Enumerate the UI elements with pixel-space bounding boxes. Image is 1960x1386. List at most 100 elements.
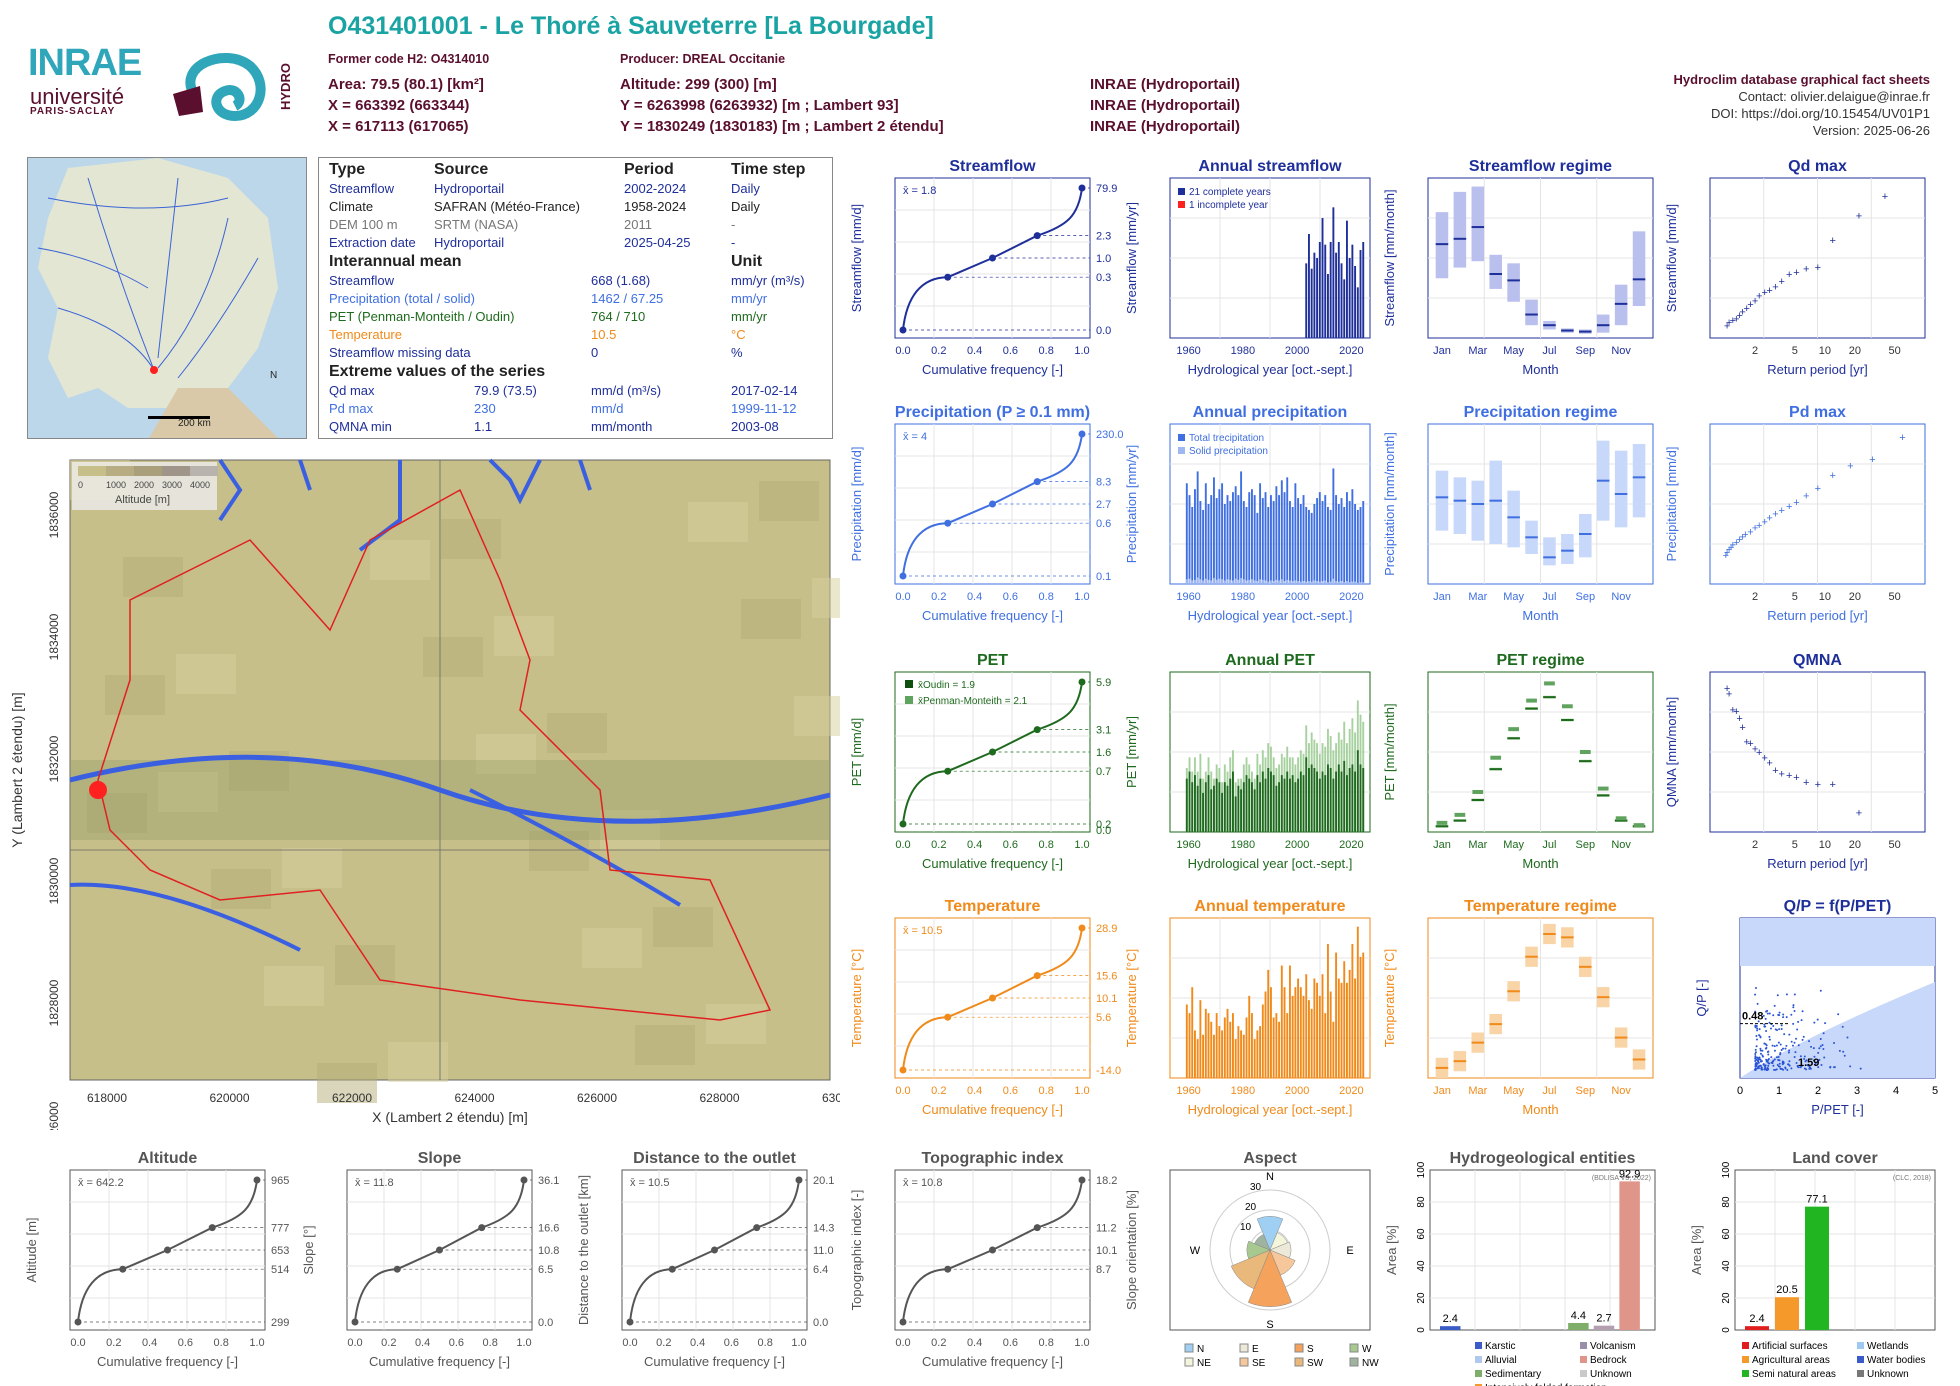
bar — [1348, 501, 1351, 584]
right-tick: -14.0 — [1096, 1065, 1121, 1077]
scatter-point — [1780, 1049, 1783, 1052]
scatter-point — [1759, 1058, 1762, 1061]
x-tick: 0.4 — [967, 591, 982, 603]
bar — [1188, 771, 1191, 832]
bar-label: 4.4 — [1571, 1310, 1586, 1322]
scatter-point — [1803, 1067, 1806, 1070]
x-tick: 0 — [1737, 1085, 1743, 1097]
bar — [1351, 244, 1354, 338]
x-tick: 0.8 — [1039, 345, 1054, 357]
data-point: + — [1762, 752, 1768, 764]
regime-box — [1614, 450, 1628, 528]
scatter-point — [1813, 1021, 1816, 1024]
bar-solid — [1232, 580, 1234, 584]
scatter-point — [1819, 1037, 1822, 1040]
x-tick: 0.8 — [1039, 1337, 1054, 1349]
x-tick: 0.8 — [758, 1337, 773, 1349]
scatter-point — [1784, 1067, 1787, 1070]
bar — [1215, 1013, 1218, 1078]
legend-swatch — [1178, 188, 1185, 195]
bar — [1362, 952, 1365, 1078]
bar — [1299, 504, 1302, 584]
x-tick: 2020 — [1339, 839, 1363, 851]
river-line — [177, 257, 259, 379]
scatter-point — [1772, 1014, 1775, 1017]
x-tick: 0.2 — [931, 839, 946, 851]
bar — [1210, 495, 1213, 584]
y-tick: 20 — [1416, 1292, 1427, 1304]
x-tick: 0.6 — [1003, 839, 1018, 851]
data-point: + — [1728, 542, 1734, 554]
chart-title: Pd max — [1789, 404, 1846, 421]
bar — [1359, 506, 1362, 584]
rose-tick: 20 — [1245, 1202, 1257, 1213]
inrae-logo: INRAE — [28, 42, 142, 84]
legend-label: Total trecipitation — [1189, 433, 1264, 444]
legend-tick: 2000 — [134, 480, 154, 490]
cdf-line — [902, 433, 1083, 577]
river-line — [218, 458, 592, 552]
bar — [1267, 969, 1270, 1078]
scatter-point — [1758, 1028, 1761, 1031]
scatter-point — [1782, 1016, 1785, 1019]
cdf-line — [902, 681, 1083, 825]
x-tick: May — [1503, 345, 1524, 357]
right-tick: 6.4 — [813, 1264, 828, 1276]
table-row: Qd max 79.9 (73.5) mm/d (m³/s) 2017-02-14 — [329, 383, 822, 401]
scatter-point — [1774, 1028, 1777, 1031]
x-tick: 0.2 — [931, 1085, 946, 1097]
bar — [1299, 771, 1302, 832]
right-tick: 1.6 — [1096, 747, 1111, 759]
data-point: + — [1899, 432, 1905, 444]
terrain-patch — [264, 966, 324, 1006]
data-point: + — [1743, 736, 1749, 748]
rose-sector — [1247, 1249, 1293, 1307]
bar-solid — [1259, 579, 1262, 584]
data-point: + — [1739, 722, 1745, 734]
river-line — [47, 197, 229, 209]
scatter-point — [1822, 1032, 1825, 1035]
ext-unit: mm/d (m³/s) — [591, 383, 662, 398]
scatter-point — [1773, 1058, 1776, 1061]
scatter-point — [1788, 1049, 1791, 1052]
y-axis-label: PET [mm/d] — [849, 718, 864, 786]
y-axis-label: Temperature [°C] — [1124, 949, 1139, 1047]
bar — [1348, 969, 1351, 1078]
bar — [1294, 782, 1297, 832]
y-axis-label: Precipitation [mm/month] — [1382, 432, 1397, 576]
bar — [1348, 768, 1351, 832]
bar — [1321, 974, 1324, 1078]
chart-title: Land cover — [1792, 1150, 1877, 1167]
bar-solid — [1245, 580, 1248, 584]
bar — [1316, 771, 1319, 832]
bar — [1283, 987, 1286, 1078]
scatter-point — [1820, 1063, 1823, 1066]
x-tick: 1960 — [1176, 345, 1200, 357]
cell-period: 1958-2024 — [624, 199, 687, 214]
bar — [1327, 506, 1329, 584]
x-tick: 0.8 — [1039, 591, 1054, 603]
right-tick: 14.3 — [813, 1223, 834, 1235]
scatter-point — [1766, 1059, 1769, 1062]
y-axis-label: Y (Lambert 2 étendu) [m] — [9, 692, 25, 847]
bar — [1240, 1030, 1243, 1078]
bar — [1218, 1026, 1221, 1078]
scatter-point — [1772, 1064, 1775, 1067]
db-title: Hydroclim database graphical fact sheets — [1673, 72, 1930, 87]
scatter-point — [1767, 1064, 1770, 1067]
mean-label: x̄ = 11.8 — [355, 1177, 394, 1189]
scatter-point — [1802, 1035, 1805, 1038]
chart-panel: Land cover Area [%] (CLC, 2018) 2.4 20.5 77.1… — [1689, 1150, 1936, 1380]
bar — [1340, 498, 1343, 584]
bar — [1332, 1021, 1335, 1078]
bar — [1324, 1013, 1327, 1078]
x-axis-label: Hydrological year [oct.-sept.] — [1188, 1102, 1353, 1117]
bar — [1308, 1000, 1310, 1078]
x-axis-label: Cumulative frequency [-] — [922, 362, 1063, 377]
x-tick: 0.4 — [967, 345, 982, 357]
cdf-line — [902, 927, 1083, 1071]
bar-solid — [1289, 580, 1291, 584]
bar — [1234, 1039, 1237, 1078]
data-point: + — [1724, 547, 1730, 559]
x-tick: Nov — [1611, 345, 1631, 357]
